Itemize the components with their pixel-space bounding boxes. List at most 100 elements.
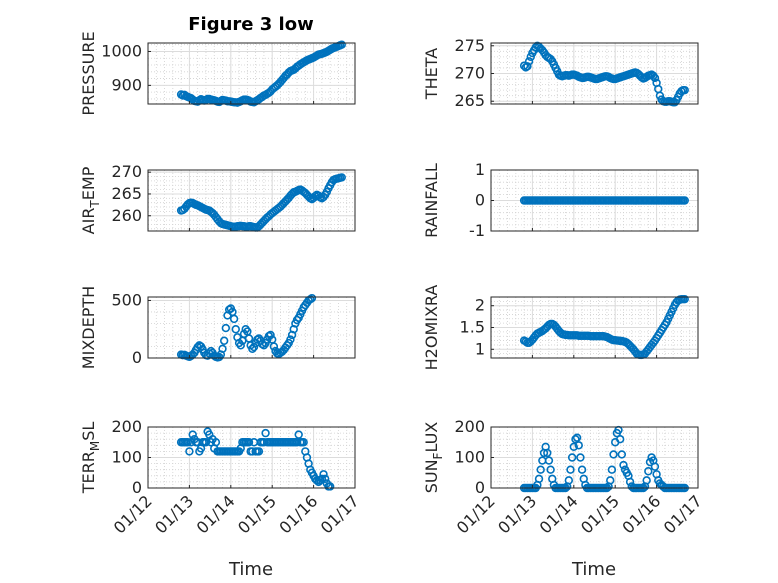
data-series-air-temp (176, 173, 346, 232)
y-tick-label: 260 (111, 206, 142, 225)
y-tick-label: 2 (475, 296, 485, 315)
data-series-theta (519, 41, 689, 107)
y-tick-label: 200 (111, 417, 142, 436)
axes-frame (490, 296, 699, 359)
data-point (312, 476, 322, 485)
y-axis-label: AIRTEMP (79, 166, 102, 234)
x-tick-label: 01/17 (660, 491, 706, 537)
y-tick-label: 275 (454, 36, 485, 55)
data-point (625, 477, 635, 487)
figure-title: Figure 3 low (188, 14, 313, 35)
x-tick-label: 01/16 (618, 491, 664, 537)
y-tick-label: 0 (475, 478, 485, 497)
data-point (526, 52, 535, 62)
data-point (543, 448, 552, 458)
data-point (650, 73, 660, 83)
data-point (617, 450, 627, 459)
data-point (534, 474, 544, 484)
data-point (523, 62, 532, 71)
y-tick-label: 265 (454, 91, 485, 110)
x-tick-label: 01/16 (275, 491, 321, 537)
axes-background (148, 297, 355, 358)
y-tick-label: 0 (132, 478, 142, 497)
data-point (294, 430, 303, 439)
y-tick-label: 1 (475, 160, 485, 179)
data-point (615, 435, 625, 444)
data-point (546, 465, 555, 474)
data-series-pressure (176, 40, 346, 107)
data-point (219, 336, 229, 345)
axes-frame (147, 169, 356, 232)
data-point (536, 465, 545, 474)
data-point (319, 470, 328, 479)
data-point (642, 476, 651, 485)
x-tick-label: 01/15 (577, 491, 623, 537)
data-point (249, 342, 259, 352)
y-tick-label: 265 (111, 184, 142, 203)
y-tick-label: 500 (111, 290, 142, 309)
data-point (564, 476, 574, 485)
data-point (299, 438, 308, 447)
data-point (229, 314, 239, 324)
y-tick-label: 200 (454, 417, 485, 436)
data-point (576, 453, 585, 462)
y-axis-label: RAINFALL (422, 163, 441, 238)
data-point (531, 43, 540, 52)
y-axis-label: PRESSURE (79, 31, 98, 115)
data-point (566, 465, 575, 474)
y-tick-label: 1 (475, 339, 485, 358)
data-point (231, 325, 240, 334)
data-point (572, 433, 582, 442)
y-tick-label: 0 (132, 348, 142, 367)
y-tick-label: 1000 (101, 41, 142, 60)
x-tick-label: 01/13 (494, 491, 540, 537)
data-point (317, 474, 327, 484)
y-tick-label: 900 (111, 75, 142, 94)
data-point (307, 293, 317, 303)
x-axis-label-left: Time (228, 559, 273, 580)
axes-frame (490, 426, 699, 489)
data-point (544, 456, 554, 465)
data-point (524, 57, 534, 66)
data-point (577, 465, 587, 474)
y-tick-label: 0 (475, 191, 485, 210)
data-point (188, 430, 197, 439)
y-axis-label: SUNFLUX (422, 422, 445, 494)
y-tick-label: 1.5 (460, 318, 485, 337)
data-point (266, 330, 275, 340)
data-point (569, 442, 578, 452)
data-point (680, 294, 689, 304)
data-point (269, 342, 279, 351)
y-tick-label: -1 (469, 221, 485, 240)
data-point (221, 323, 231, 333)
x-tick-label: 01/12 (453, 491, 499, 537)
y-axis-label: THETA (422, 48, 441, 100)
data-point (644, 467, 653, 476)
subplot-theta: 265 270 275 THETA (422, 36, 699, 110)
data-point (218, 344, 227, 353)
data-point (325, 482, 335, 491)
axes-frame (490, 42, 699, 105)
data-point (254, 447, 264, 456)
data-series-terr-msl (176, 427, 335, 491)
data-point (201, 438, 211, 447)
subplot-air-temp: 260 265 270 AIRTEMP (79, 162, 356, 234)
x-tick-label: 01/15 (234, 491, 280, 537)
subplot-h2omixra: 1 1.5 2 H2OMIXRA (422, 285, 699, 371)
y-tick-label: 100 (111, 448, 142, 467)
x-tick-label: 01/12 (110, 491, 156, 537)
y-tick-label: 100 (454, 448, 485, 467)
x-tick-label: 01/14 (193, 491, 239, 537)
data-point (567, 453, 577, 462)
data-point (519, 61, 529, 70)
data-point (619, 460, 628, 470)
subplot-rainfall: -1 0 1 RAINFALL (422, 160, 699, 240)
y-tick-label: 270 (111, 162, 142, 181)
y-axis-label: H2OMIXRA (422, 285, 441, 371)
axes-frame (147, 42, 356, 105)
